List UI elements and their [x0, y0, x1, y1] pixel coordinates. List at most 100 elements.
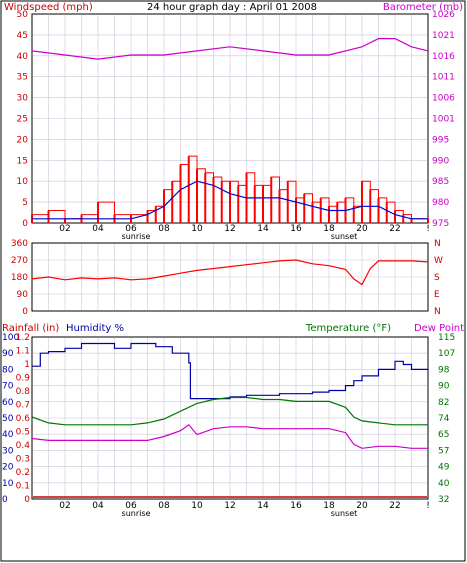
x-tick-label: !: [426, 501, 430, 511]
compass-tick-label: N: [434, 307, 441, 317]
x-tick-label: 02: [59, 224, 70, 234]
direction-tick-label: 90: [17, 290, 29, 300]
windspeed-tick-label: 45: [17, 31, 28, 41]
compass-tick-label: W: [434, 256, 443, 266]
humidity-axis-label: Humidity %: [66, 323, 124, 334]
windspeed-tick-label: 25: [17, 115, 28, 125]
humidity-tick-label: 70: [2, 382, 14, 392]
temperature-tick-label: 65: [438, 430, 449, 440]
wind-average-line: [32, 180, 428, 220]
humidity-tick-label: 0: [2, 495, 8, 505]
temperature-tick-label: 57: [438, 446, 449, 456]
windspeed-tick-label: 35: [17, 73, 28, 83]
barometer-tick-label: 975: [432, 219, 449, 229]
barometer-tick-label: 1011: [432, 73, 455, 83]
windspeed-tick-label: 10: [17, 177, 29, 187]
barometer-tick-label: 1021: [432, 31, 455, 41]
windspeed-tick-label: 20: [17, 135, 29, 145]
windspeed-line: [32, 155, 428, 220]
temperature-tick-label: 32: [438, 495, 449, 505]
barometer-line: [31, 37, 429, 60]
humidity-tick-label: 30: [2, 446, 14, 456]
rain-tick-label: 0.9: [16, 374, 31, 384]
tick-layer: 02 04 06 08 10 12 14 16 18 20 22 !02 04 06 08 10 12 14 16 1…: [2, 10, 455, 511]
rain-tick-label: 0.2: [16, 468, 30, 478]
barometer-tick-label: 1001: [432, 115, 455, 125]
x-tick-label: 12: [224, 224, 235, 234]
windspeed-axis-label: Windspeed (mph): [4, 2, 93, 13]
humidity-tick-label: 80: [2, 365, 14, 375]
x-tick-label: 16: [290, 224, 302, 234]
temperature-line: [31, 396, 428, 426]
rain-tick-label: 1: [24, 360, 30, 370]
x-tick-label: 16: [290, 501, 302, 511]
x-tick-label: 22: [389, 224, 400, 234]
barometer-tick-label: 1006: [432, 94, 455, 104]
x-tick-label: 04: [92, 501, 104, 511]
direction-tick-label: 0: [22, 307, 28, 317]
direction-tick-label: 270: [11, 256, 28, 266]
x-tick-label: !: [426, 224, 430, 234]
compass-tick-label: N: [434, 239, 441, 249]
rain-tick-label: 0.7: [16, 401, 30, 411]
humidity-tick-label: 100: [2, 333, 19, 343]
wind-direction-line: [31, 259, 429, 286]
x-tick-label: 06: [125, 224, 137, 234]
x-tick-label: 10: [191, 501, 203, 511]
sunset-label-top: sunset: [331, 232, 358, 241]
temperature-tick-label: 40: [438, 479, 450, 489]
temperature-tick-label: 74: [438, 414, 450, 424]
series-layer: [31, 37, 429, 498]
rain-tick-label: 0.3: [16, 455, 30, 465]
direction-tick-label: 360: [11, 239, 28, 249]
rain-tick-label: 0.1: [16, 482, 30, 492]
x-tick-label: 22: [389, 501, 400, 511]
compass-tick-label: S: [434, 273, 440, 283]
temperature-axis-label: Temperature (°F): [305, 323, 391, 334]
x-tick-label: 08: [158, 224, 170, 234]
humidity-tick-label: 40: [2, 430, 14, 440]
x-tick-label: 02: [59, 501, 70, 511]
grid-layer: [33, 15, 427, 498]
temperature-tick-label: 115: [438, 333, 455, 343]
humidity-tick-label: 90: [2, 349, 14, 359]
temperature-tick-label: 49: [438, 463, 450, 473]
x-tick-label: 20: [356, 224, 368, 234]
rain-tick-label: 0.8: [16, 387, 31, 397]
windspeed-tick-label: 30: [17, 94, 29, 104]
temperature-tick-label: 98: [438, 365, 450, 375]
rain-tick-label: 0.6: [16, 414, 31, 424]
dewpoint-axis-label: Dew Point: [414, 323, 464, 334]
windspeed-tick-label: 50: [17, 10, 29, 20]
x-tick-label: 06: [125, 501, 137, 511]
compass-tick-label: E: [434, 290, 440, 300]
x-tick-label: 18: [323, 501, 335, 511]
barometer-tick-label: 980: [432, 198, 449, 208]
x-tick-label: 20: [356, 501, 368, 511]
humidity-tick-label: 50: [2, 414, 14, 424]
x-tick-label: 14: [257, 224, 269, 234]
temperature-tick-label: 107: [438, 349, 455, 359]
windspeed-tick-label: 15: [17, 156, 28, 166]
rainfall-axis-label: Rainfall (in): [2, 323, 59, 334]
rain-tick-label: 0.5: [16, 428, 30, 438]
sunset-label-bottom: sunset: [331, 509, 358, 518]
x-tick-label: 10: [191, 224, 203, 234]
x-tick-label: 18: [323, 224, 335, 234]
sunrise-label-top: sunrise: [122, 232, 151, 241]
barometer-axis-label: Barometer (mb): [383, 2, 463, 13]
rain-tick-label: 1.2: [16, 333, 30, 343]
temperature-tick-label: 90: [438, 382, 450, 392]
x-tick-label: 14: [257, 501, 269, 511]
windspeed-tick-label: 5: [22, 198, 28, 208]
chart-title: 24 hour graph day : April 01 2008: [147, 2, 317, 13]
windspeed-tick-label: 0: [22, 219, 28, 229]
x-tick-label: 04: [92, 224, 104, 234]
windspeed-tick-label: 40: [17, 52, 29, 62]
x-tick-label: 08: [158, 501, 170, 511]
rain-tick-label: 0.4: [16, 441, 31, 451]
barometer-tick-label: 995: [432, 135, 449, 145]
humidity-tick-label: 20: [2, 463, 14, 473]
